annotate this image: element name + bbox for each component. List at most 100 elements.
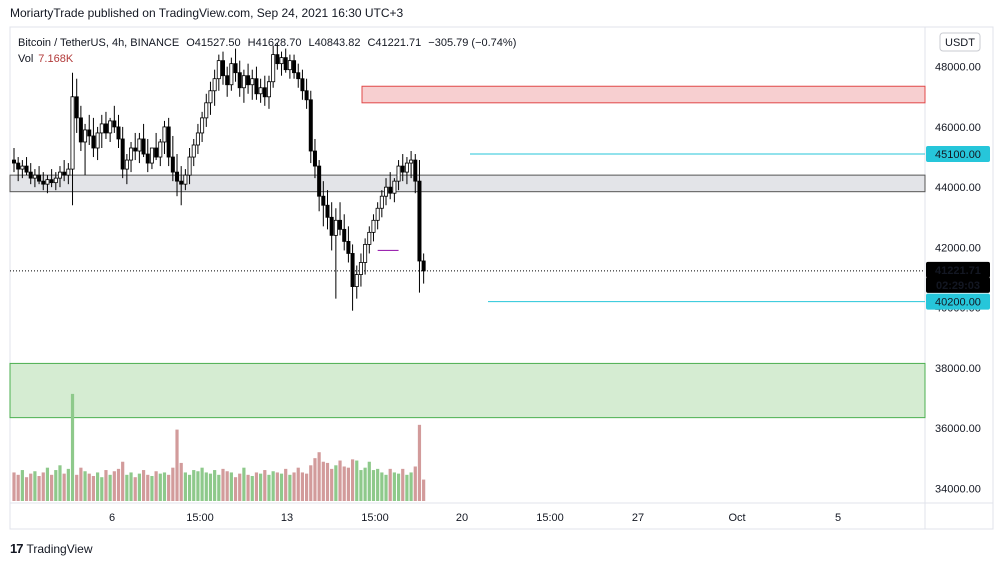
- volume-bar: [325, 462, 330, 501]
- volume-bar: [171, 467, 175, 501]
- x-tick-label: 15:00: [536, 512, 564, 524]
- volume-bar: [16, 474, 20, 501]
- candle-body: [62, 171, 67, 176]
- legend-ohlc: Bitcoin / TetherUS, 4h, BINANCE O41527.50…: [18, 37, 516, 49]
- volume-bar: [150, 476, 154, 501]
- volume-bar: [196, 471, 200, 501]
- volume-bar: [112, 471, 116, 501]
- volume-bar: [179, 462, 183, 501]
- volume-bar: [334, 465, 338, 501]
- candle-body: [129, 147, 134, 161]
- x-tick-label: Oct: [728, 512, 745, 524]
- x-tick-label: 15:00: [186, 512, 214, 524]
- price-label-text: 45100.00: [935, 149, 981, 161]
- candle-body: [379, 195, 384, 209]
- volume-bar: [41, 472, 45, 501]
- candle-body: [329, 216, 334, 236]
- volume-bar: [62, 473, 66, 501]
- volume-bar: [66, 468, 70, 501]
- volume-bar: [254, 472, 259, 501]
- candle-body: [233, 63, 238, 74]
- volume-bar: [75, 474, 79, 501]
- candle-body: [166, 126, 171, 158]
- volume-bar: [187, 474, 192, 501]
- volume-bar: [238, 473, 242, 501]
- volume-bar: [371, 470, 376, 501]
- candle-body: [358, 262, 363, 275]
- volume-bar: [380, 472, 384, 501]
- candle-body: [53, 177, 58, 184]
- candle-body: [400, 165, 405, 173]
- volume-bar: [305, 473, 309, 501]
- volume-bar: [300, 472, 305, 501]
- y-tick-label: 38000.00: [935, 363, 981, 375]
- volume-bar: [87, 473, 91, 501]
- x-tick-label: 15:00: [361, 512, 389, 524]
- candle-body: [120, 138, 125, 170]
- volume-bar: [229, 472, 233, 501]
- candle-body: [350, 253, 355, 287]
- volume-bar: [267, 474, 271, 501]
- candle-body: [179, 180, 184, 185]
- volume-bar: [359, 470, 363, 501]
- volume-bar: [309, 465, 313, 501]
- volume-bar: [141, 470, 146, 501]
- volume-bar: [104, 470, 108, 501]
- candle-body: [70, 96, 75, 170]
- candle-body: [225, 75, 230, 86]
- candle-body: [162, 126, 167, 143]
- volume-bar: [288, 474, 292, 501]
- candle-body: [78, 117, 83, 143]
- candle-body: [392, 180, 397, 194]
- candle-body: [183, 174, 188, 185]
- candle-body: [145, 153, 150, 164]
- volume-bar: [409, 472, 413, 501]
- volume-bar: [342, 466, 346, 501]
- candle-body: [112, 120, 117, 128]
- volume-bar: [70, 393, 75, 501]
- candle-body: [246, 75, 251, 86]
- price-label-bg: [926, 261, 990, 278]
- volume-bar: [204, 472, 208, 501]
- legend-value: O41527.50: [186, 37, 240, 49]
- candle-body: [241, 75, 246, 89]
- volume-bar: [20, 470, 24, 501]
- candle-body: [409, 159, 414, 164]
- tradingview-logo[interactable]: 17 TradingView: [10, 541, 93, 556]
- y-tick-label: 42000.00: [935, 242, 981, 254]
- candle-body: [308, 99, 313, 152]
- candle-body: [271, 54, 276, 83]
- candle-body: [333, 219, 338, 236]
- candle-body: [367, 231, 372, 245]
- volume-bar: [158, 473, 162, 501]
- volume-bar: [208, 473, 213, 501]
- candle-body: [346, 240, 351, 254]
- volume-bar: [50, 474, 54, 501]
- currency-scale-button[interactable]: [939, 32, 981, 52]
- price-label-text: 40200.00: [935, 297, 981, 309]
- candle-body: [95, 132, 100, 149]
- candle-body: [354, 274, 359, 287]
- candle-body: [237, 72, 242, 89]
- volume-bar: [54, 470, 58, 501]
- candle-body: [154, 147, 159, 158]
- candle-body: [321, 195, 326, 206]
- candle-body: [191, 144, 196, 158]
- candle-body: [108, 120, 113, 134]
- candle-body: [338, 219, 343, 230]
- candle-body: [170, 156, 175, 173]
- tradingview-brand: TradingView: [26, 541, 93, 556]
- candle-body: [175, 171, 180, 182]
- candle-body: [149, 147, 154, 164]
- volume-bar: [413, 466, 417, 501]
- candle-body: [208, 90, 213, 104]
- volume-bar: [292, 472, 296, 501]
- candle-body: [200, 117, 205, 134]
- candle-body: [57, 171, 62, 179]
- candle-body: [317, 165, 322, 197]
- volume-bar: [175, 429, 179, 501]
- zone-support: [9, 362, 926, 419]
- price-label-text: 02:29:03: [936, 280, 980, 292]
- tradingview-mark-icon: 17: [10, 541, 24, 556]
